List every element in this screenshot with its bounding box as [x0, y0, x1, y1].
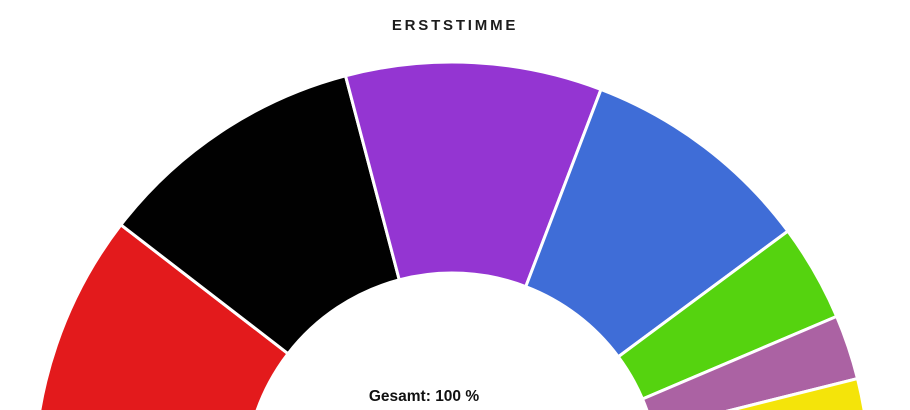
segment-red[interactable]	[34, 222, 291, 410]
segment-yellow[interactable]	[653, 376, 870, 410]
chart-title: ERSTSTIMME	[391, 17, 519, 34]
segment-violet[interactable]	[343, 60, 603, 289]
total-label: Gesamt: 100 %	[368, 388, 480, 405]
segment-black[interactable]	[118, 73, 402, 356]
segment-mauve[interactable]	[640, 314, 860, 410]
segments-group	[34, 60, 870, 410]
